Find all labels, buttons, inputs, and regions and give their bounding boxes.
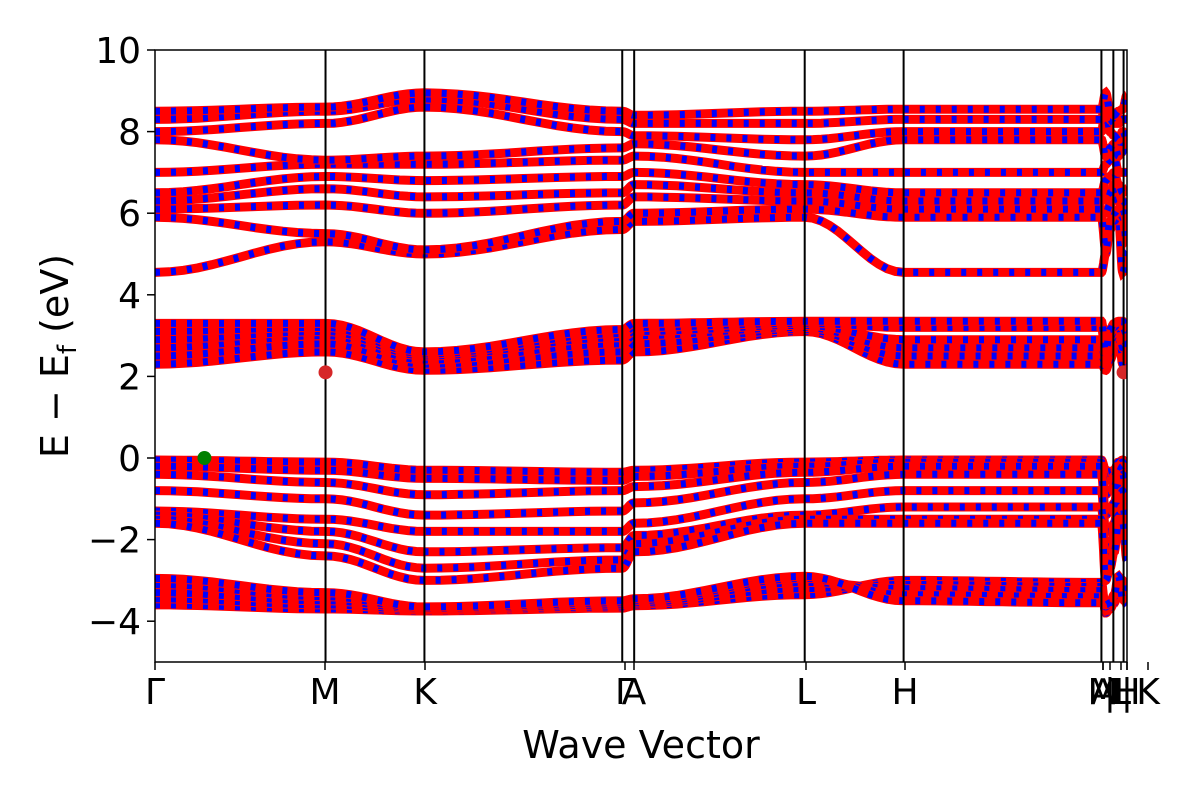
vbm-marker-0 — [197, 451, 212, 465]
x-tick-label-9: | — [1104, 672, 1116, 713]
y-tick-label-5: 0 — [118, 439, 141, 480]
band-stripe-conduction1-5 — [155, 317, 1127, 358]
y-axis-label-main: E − E — [33, 354, 77, 458]
x-tick-label-6: H — [891, 672, 918, 713]
extrema-markers — [197, 365, 1127, 465]
band-stripe-conduction2-9 — [155, 87, 1127, 119]
y-tick-label-0: 10 — [95, 31, 141, 72]
band-stripe-conduction2-6 — [155, 135, 1127, 164]
plot-frame — [154, 49, 1128, 663]
y-axis-label-sub: f — [53, 344, 83, 354]
x-tick-label-11: | — [1121, 672, 1133, 713]
band-stripe-valence-3 — [155, 469, 1127, 519]
band-stripe-conduction2-8 — [155, 94, 1127, 127]
y-tick-label-4: 2 — [118, 357, 141, 398]
x-tick-label-13: K — [1136, 672, 1161, 713]
band-stripe-conduction2-3 — [155, 180, 1127, 209]
cbm-marker-1 — [318, 365, 333, 380]
x-tick-label-7: A — [1091, 672, 1116, 713]
x-tick-label-5: L — [796, 672, 816, 713]
band-stripe-conduction2-4 — [155, 168, 1127, 197]
x-tick-label-1: M — [309, 672, 340, 713]
y-axis-ticks: 10 8 6 4 2 0 −2 −4 — [88, 31, 155, 643]
band-stripe-conduction2-1 — [155, 205, 1127, 257]
x-tick-label-12: H — [1113, 672, 1140, 713]
y-axis-label: E − Ef (eV) — [33, 254, 83, 458]
x-tick-label-3: Γ — [615, 672, 635, 713]
band-stripe-core-4 — [155, 571, 1127, 611]
band-stripe-conduction2-5 — [155, 152, 1127, 176]
high-symmetry-lines — [324, 50, 1125, 662]
x-tick-label-2: K — [413, 672, 438, 713]
x-axis-label: Wave Vector — [522, 723, 760, 767]
x-tick-label-0: Γ — [145, 672, 165, 713]
y-tick-label-2: 6 — [118, 194, 141, 235]
y-tick-label-6: −2 — [88, 521, 141, 562]
x-axis-ticks: Γ M K ΓA L H AM|L|HK — [145, 662, 1161, 713]
cbm-marker-2 — [1116, 365, 1127, 380]
y-tick-label-3: 4 — [118, 276, 141, 317]
band-stripe-valence-7 — [155, 519, 1127, 586]
band-valence-4 — [155, 484, 1127, 536]
x-tick-label-4: A — [622, 672, 647, 713]
x-tick-label-10: L — [1111, 672, 1131, 713]
y-tick-label-1: 8 — [118, 113, 141, 154]
y-axis-label-unit: (eV) — [33, 254, 77, 345]
band-stripe-valence-2 — [155, 462, 1127, 499]
x-tick-label-8: M — [1087, 672, 1118, 713]
band-stripe-conduction2-7 — [155, 101, 1127, 144]
y-tick-label-7: −4 — [88, 602, 141, 643]
band-lines — [155, 86, 1127, 618]
